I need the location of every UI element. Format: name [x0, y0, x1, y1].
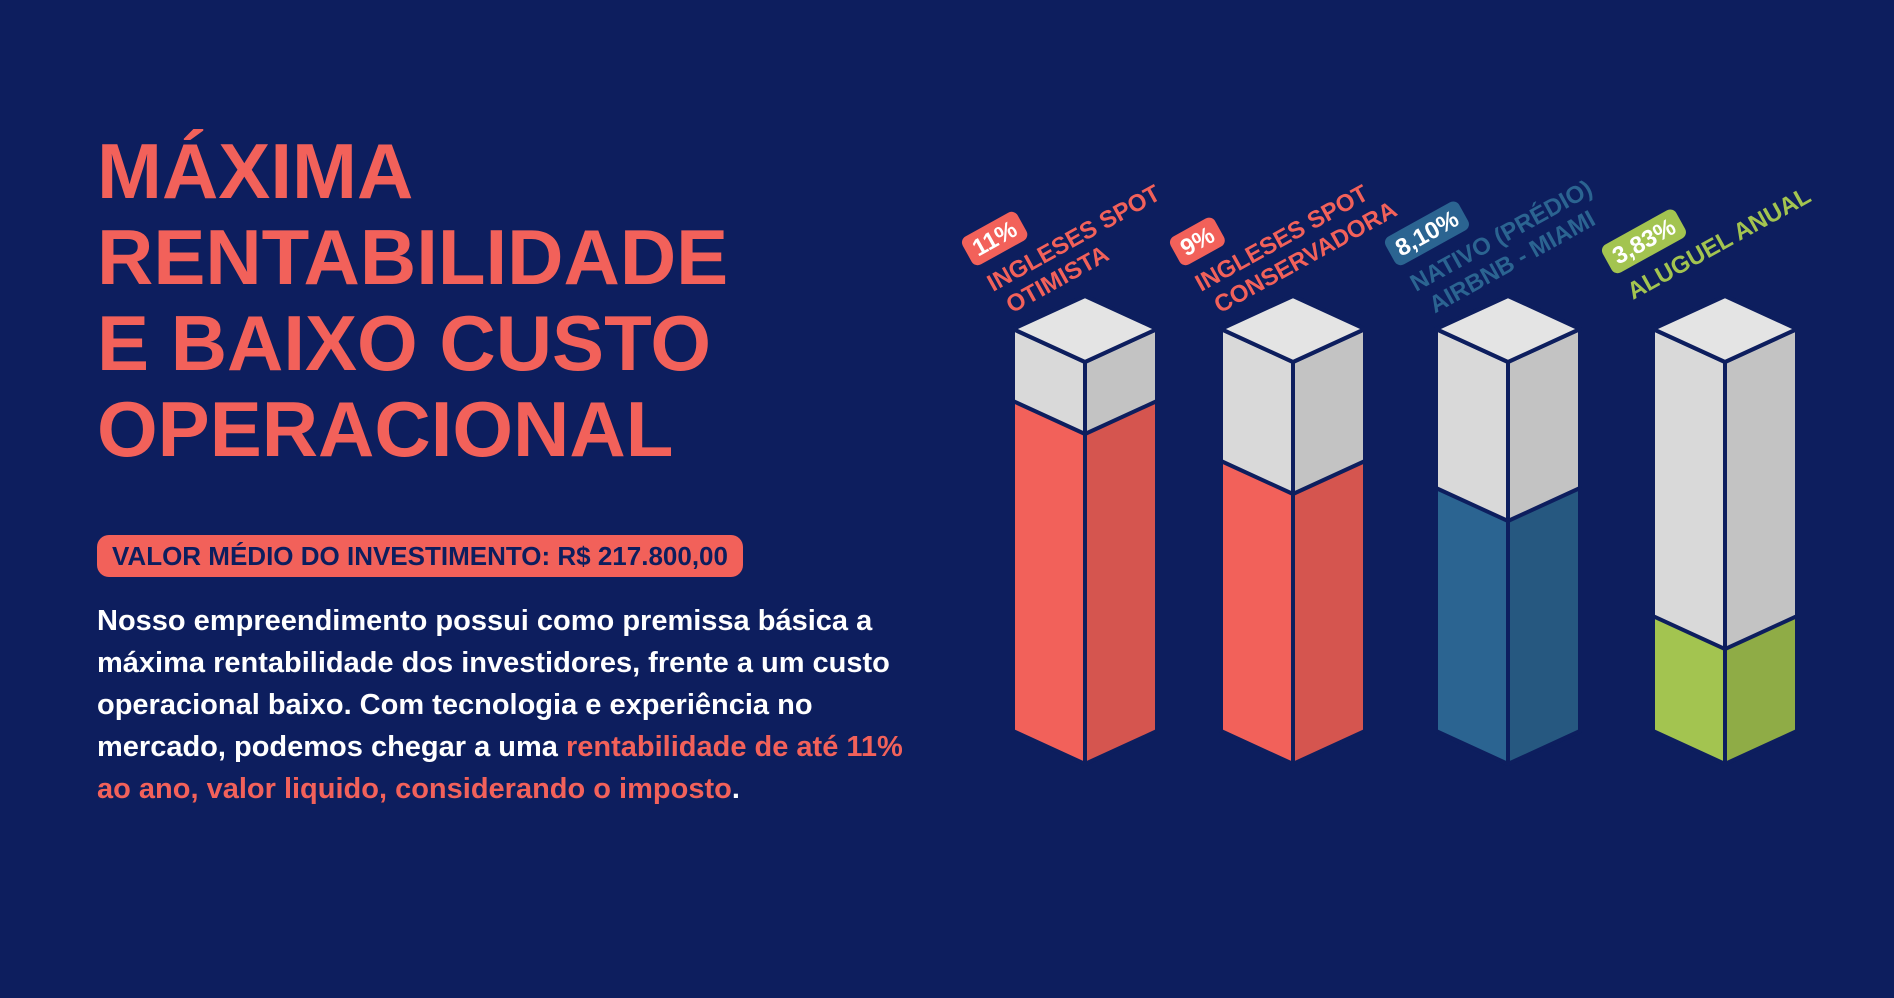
value-badge — [961, 211, 1028, 266]
title-line: OPERACIONAL — [97, 385, 674, 473]
bar-face-left — [1219, 459, 1295, 766]
paragraph-text: Nosso empreendimento possui como premiss… — [97, 605, 890, 763]
paragraph: Nosso empreendimento possui como premiss… — [97, 600, 927, 810]
column-top — [1651, 294, 1799, 364]
bar-face-right — [1506, 486, 1582, 766]
paragraph-text: . — [731, 773, 740, 805]
title-line: E BAIXO CUSTO — [97, 299, 711, 387]
bar — [1651, 614, 1799, 766]
investment-badge: VALOR MÉDIO DO INVESTIMENTO: R$ 217.800,… — [97, 535, 743, 577]
bar — [1434, 486, 1582, 766]
bar-label: 9%INGLESES SPOTCONSERVADORA — [1169, 180, 1402, 319]
bar-face-right — [1291, 459, 1367, 766]
title-line: MÁXIMA — [97, 127, 414, 215]
value-badge — [1169, 217, 1225, 266]
column-top — [1011, 294, 1159, 364]
bar-label: 11%INGLESES SPOTOTIMISTA — [961, 180, 1165, 319]
title-line: RENTABILIDADE — [97, 213, 729, 301]
bar — [1011, 399, 1159, 766]
bar-label: 8,10%NATIVO (PRÉDIO)AIRBNB - MIAMI — [1384, 174, 1600, 319]
bar-face-left — [1011, 399, 1087, 766]
column-top — [1219, 294, 1367, 364]
column-top — [1434, 294, 1582, 364]
bar-label: 3,83%ALUGUEL ANUAL — [1601, 182, 1815, 305]
bar-face-right — [1083, 399, 1159, 766]
value-badge — [1601, 209, 1686, 274]
value-badge — [1384, 201, 1469, 266]
paragraph-highlight: rentabilidade de até 11% ao ano, valor l… — [97, 731, 903, 805]
bar — [1219, 459, 1367, 766]
title: MÁXIMA RENTABILIDADE E BAIXO CUSTO OPERA… — [97, 128, 728, 472]
bar-face-right — [1723, 614, 1799, 766]
bar-face-left — [1434, 486, 1510, 766]
